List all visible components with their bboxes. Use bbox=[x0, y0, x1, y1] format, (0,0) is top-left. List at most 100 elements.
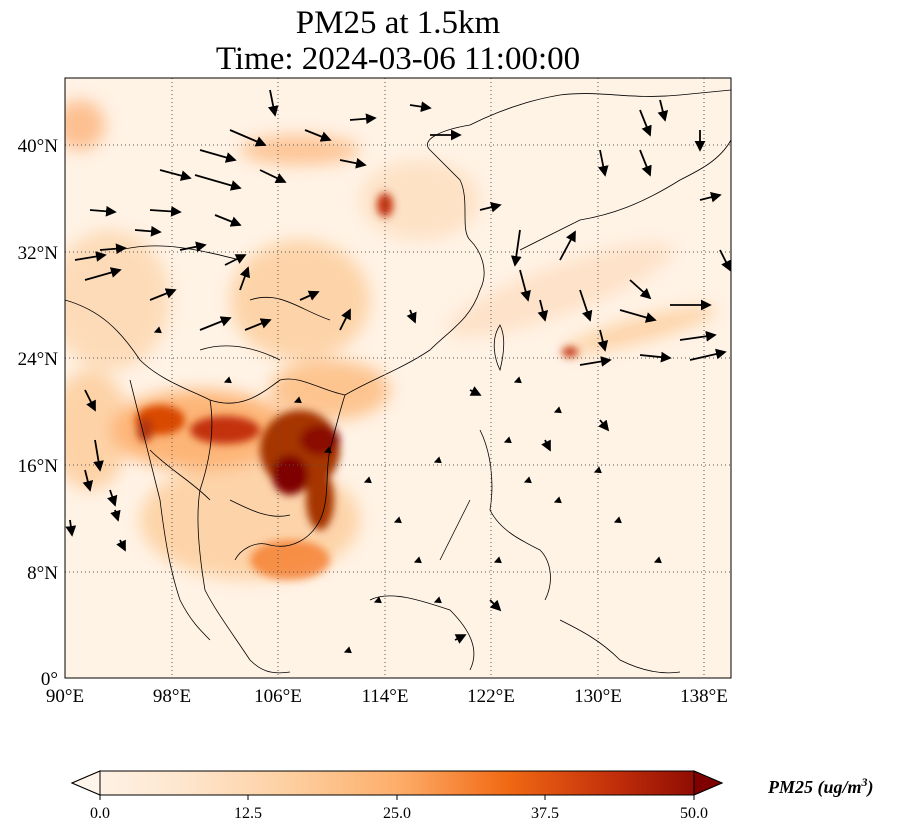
wind-arrow bbox=[699, 191, 722, 203]
wind-arrow bbox=[689, 348, 727, 361]
map-title: PM25 at 1.5km bbox=[295, 5, 501, 41]
lon-tick-label: 98°E bbox=[153, 686, 191, 707]
wind-arrow bbox=[433, 456, 442, 464]
wind-arrow bbox=[406, 309, 417, 324]
wind-arrow bbox=[259, 169, 287, 183]
wind-arrow bbox=[553, 496, 562, 504]
wind-arrow bbox=[84, 267, 122, 281]
wind-arrow bbox=[413, 556, 422, 564]
lat-tick-label: 40°N bbox=[18, 136, 59, 157]
colorbar-tick-label: 50.0 bbox=[680, 805, 708, 822]
wind-arrow bbox=[519, 269, 531, 302]
wind-arrow bbox=[149, 288, 177, 301]
wind-arrow bbox=[223, 376, 232, 384]
wind-arrow bbox=[194, 174, 242, 191]
wind-arrow bbox=[629, 279, 652, 300]
colorbar-tick-label: 25.0 bbox=[383, 805, 411, 822]
wind-arrow bbox=[110, 509, 121, 522]
coastlines bbox=[65, 89, 731, 674]
wind-arrow bbox=[244, 318, 272, 331]
wind-arrow bbox=[510, 229, 522, 267]
wind-arrow bbox=[363, 476, 372, 484]
wind-arrow bbox=[523, 476, 532, 484]
wind-arrow bbox=[657, 99, 669, 122]
lon-tick-label: 122°E bbox=[467, 686, 515, 707]
colorbar-label: PM25 (ug/m3) bbox=[767, 775, 874, 798]
wind-arrow bbox=[553, 406, 562, 414]
wind-arrow bbox=[93, 439, 104, 472]
map-subtitle-time: Time: 2024-03-06 11:00:00 bbox=[215, 41, 581, 77]
colorbar-tick-label: 12.5 bbox=[234, 805, 262, 822]
wind-arrow bbox=[339, 308, 351, 331]
wind-arrow bbox=[559, 230, 576, 261]
wind-arrow bbox=[639, 351, 672, 363]
wind-arrow bbox=[224, 254, 247, 266]
wind-arrow bbox=[84, 389, 96, 412]
wind-arrow bbox=[639, 149, 652, 177]
colorbar: 0.0 12.5 25.0 37.5 50.0 PM25 (ug/m3) bbox=[70, 770, 874, 822]
wind-arrow bbox=[214, 214, 242, 227]
gridlines bbox=[65, 78, 731, 678]
wind-arrow bbox=[229, 129, 267, 147]
wind-arrow bbox=[597, 329, 609, 352]
wind-arrow bbox=[159, 169, 192, 181]
wind-arrow bbox=[153, 326, 162, 334]
lat-tick-label: 8°N bbox=[27, 563, 58, 584]
wind-arrow bbox=[597, 149, 609, 177]
wind-arrow bbox=[579, 356, 612, 367]
lat-tick-label: 24°N bbox=[18, 349, 59, 370]
wind-arrow bbox=[65, 519, 77, 537]
wind-arrow bbox=[99, 243, 127, 255]
wind-arrow bbox=[82, 469, 94, 492]
wind-arrow bbox=[339, 157, 367, 169]
wind-vectors bbox=[65, 89, 731, 654]
lon-tick-label: 130°E bbox=[574, 686, 622, 707]
wind-arrow bbox=[639, 109, 652, 137]
wind-arrow bbox=[619, 309, 657, 323]
wind-arrow bbox=[541, 439, 551, 452]
lon-tick-label: 138°E bbox=[680, 686, 728, 707]
colorbar-min-extend bbox=[70, 770, 101, 796]
lat-tick-label: 16°N bbox=[18, 456, 59, 477]
wind-arrow bbox=[493, 556, 502, 564]
map-frame bbox=[64, 77, 732, 679]
wind-arrow bbox=[293, 396, 302, 404]
wind-arrow bbox=[323, 446, 332, 454]
wind-arrow bbox=[299, 290, 320, 301]
colorbar-max-extend bbox=[693, 770, 724, 796]
wind-arrow bbox=[479, 201, 502, 213]
wind-arrow bbox=[393, 516, 402, 524]
wind-arrow bbox=[454, 634, 467, 644]
wind-arrow bbox=[719, 249, 731, 272]
wind-arrow bbox=[349, 113, 377, 125]
wind-arrow bbox=[199, 316, 232, 331]
colorbar-tick-label: 0.0 bbox=[90, 805, 110, 822]
wind-arrow bbox=[593, 466, 602, 474]
lat-tick-label: 32°N bbox=[18, 243, 59, 264]
lat-tick-label: 0° bbox=[41, 669, 58, 690]
wind-arrow bbox=[579, 289, 593, 322]
wind-arrow bbox=[373, 596, 382, 604]
wind-arrow bbox=[267, 89, 279, 117]
wind-arrow bbox=[433, 596, 442, 604]
wind-arrow bbox=[537, 299, 549, 322]
wind-arrow bbox=[304, 129, 332, 142]
wind-arrow bbox=[653, 556, 662, 564]
colorbar-tick-label: 37.5 bbox=[531, 805, 559, 822]
wind-arrow bbox=[343, 646, 352, 654]
lon-tick-label: 90°E bbox=[46, 686, 84, 707]
wind-arrow bbox=[679, 330, 717, 342]
wind-arrow bbox=[503, 436, 512, 444]
lon-tick-label: 114°E bbox=[362, 686, 409, 707]
wind-arrow bbox=[179, 241, 207, 253]
wind-arrow bbox=[107, 489, 118, 507]
wind-arrow bbox=[613, 516, 622, 524]
pm25-field bbox=[65, 78, 731, 678]
wind-arrow bbox=[89, 205, 117, 217]
wind-arrow bbox=[134, 225, 162, 237]
wind-arrow bbox=[74, 251, 107, 262]
wind-arrow bbox=[598, 419, 610, 432]
lon-tick-label: 106°E bbox=[254, 686, 302, 707]
wind-arrow bbox=[469, 386, 482, 396]
